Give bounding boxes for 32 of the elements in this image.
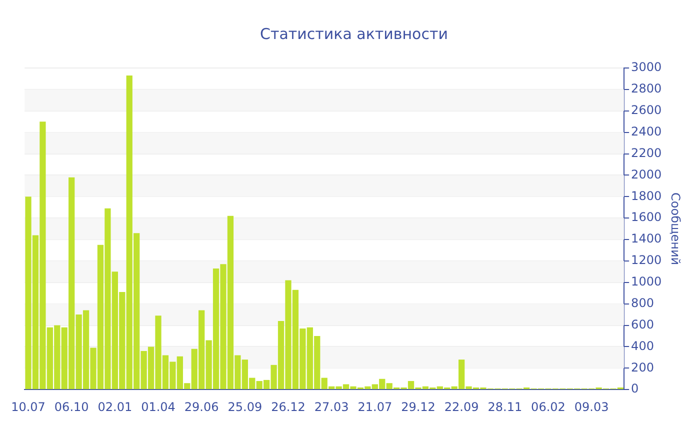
y-tick-label: 3000 [631,60,662,74]
y-tick-label: 2800 [631,82,662,96]
y-tick-label: 1600 [631,210,662,224]
y-tick-label: 800 [631,296,654,310]
y-tick-label: 2000 [631,167,662,182]
y-axis-title: Сообщений [668,192,683,266]
y-tick-label: 1800 [631,188,662,203]
x-tick-label: 28.11 [488,400,522,414]
x-tick-label: 22.09 [444,400,479,414]
x-tick-label: 06.02 [531,400,566,414]
x-tick-label: 01.04 [141,400,176,414]
y-tick-label: 2600 [631,103,662,118]
x-tick-label: 27.03 [314,400,349,414]
x-tick-label: 21.07 [358,400,392,414]
x-tick-label: 02.01 [98,400,132,414]
x-tick-label: 06.10 [54,400,89,414]
x-tick-label: 25.09 [228,400,262,414]
y-tick-label: 2200 [631,146,662,160]
y-tick-label: 1000 [631,274,662,289]
y-tick-label: 2400 [631,124,662,138]
y-tick-label: 0 [631,382,639,396]
x-tick-label: 26.12 [271,400,306,414]
x-tick-label: 29.06 [184,400,219,414]
y-tick-label: 600 [631,317,654,332]
x-tick-label: 09.03 [574,400,609,414]
chart-title: Статистика активности [260,24,448,43]
x-tick-label: 29.12 [401,400,436,414]
y-tick-label: 400 [631,338,654,353]
y-tick-label: 1400 [631,232,662,246]
y-tick-label: 1200 [631,253,662,268]
x-tick-label: 10.07 [11,400,46,414]
y-tick-label: 200 [631,360,654,374]
